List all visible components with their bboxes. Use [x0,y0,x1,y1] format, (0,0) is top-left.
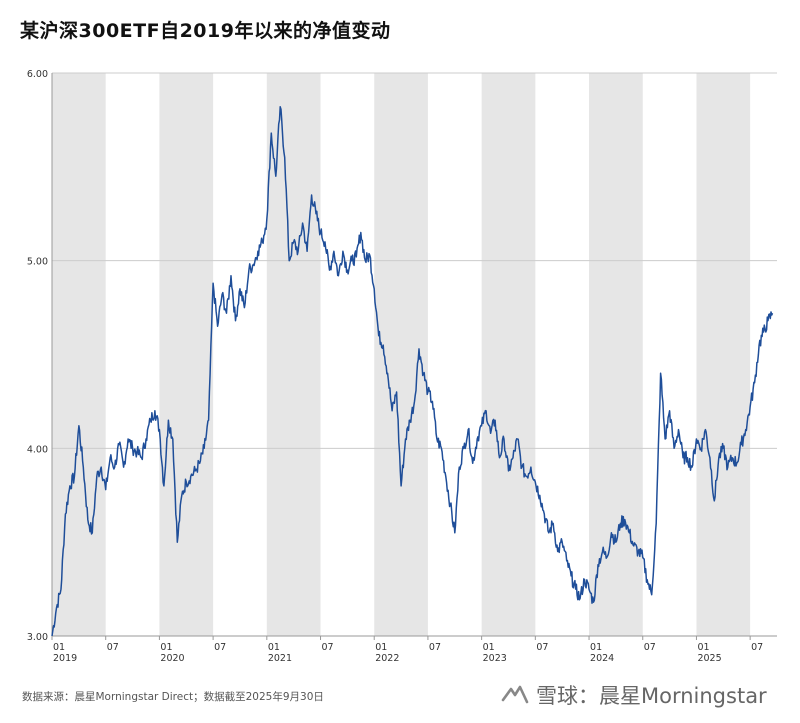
y-tick-label-4.00: 4.00 [27,444,48,455]
axes [51,73,777,637]
shaded-band-6 [696,73,751,636]
shaded-band-5 [589,73,643,636]
x-tick-month-3: 07 [214,642,226,653]
shaded-band-2 [266,73,321,636]
series-group [51,106,774,637]
shaded-band-1 [159,73,214,636]
x-tick-year-2025: 2025 [697,653,721,664]
x-tick-year-2021: 2021 [268,653,292,664]
x-tick-month-7: 07 [429,642,441,653]
x-tick-month-5: 07 [322,642,334,653]
x-tick-year-2022: 2022 [375,653,399,664]
x-tick-month-6: 01 [375,642,387,653]
x-tick-month-8: 01 [483,642,495,653]
shaded-band-4 [481,73,536,636]
y-tick-label-6.00: 6.00 [27,69,48,80]
x-tick-year-2023: 2023 [483,653,507,664]
shaded-period-bands [52,73,751,636]
x-tick-year-2024: 2024 [590,653,614,664]
x-tick-month-11: 07 [644,642,656,653]
x-tick-month-4: 01 [268,642,280,653]
x-tick-year-2020: 2020 [160,653,184,664]
page-title: 某沪深300ETF自2019年以来的净值变动 [20,20,391,42]
watermark: 雪球：晨星Morningstar [500,680,767,710]
shaded-band-0 [52,73,106,636]
y-tick-label-5.00: 5.00 [27,257,48,268]
x-tick-month-10: 01 [590,642,602,653]
x-tick-month-9: 07 [536,642,548,653]
source-note: 数据来源：晨星Morningstar Direct；数据截至2025年9月30日 [22,691,324,703]
x-tick-month-13: 07 [751,642,763,653]
series-line-0 [51,106,774,637]
xueqiu-logo-icon [501,685,529,704]
x-tick-month-12: 01 [697,642,709,653]
y-tick-label-3.00: 3.00 [27,632,48,643]
y-tick-labels: 3.00 4.00 5.00 6.00 [27,69,48,643]
watermark-text: 雪球：晨星Morningstar [536,684,767,708]
x-tick-month-1: 07 [107,642,119,653]
x-tick-month-0: 01 [53,642,65,653]
x-tick-year-2019: 2019 [53,653,77,664]
x-tick-month-2: 01 [160,642,172,653]
